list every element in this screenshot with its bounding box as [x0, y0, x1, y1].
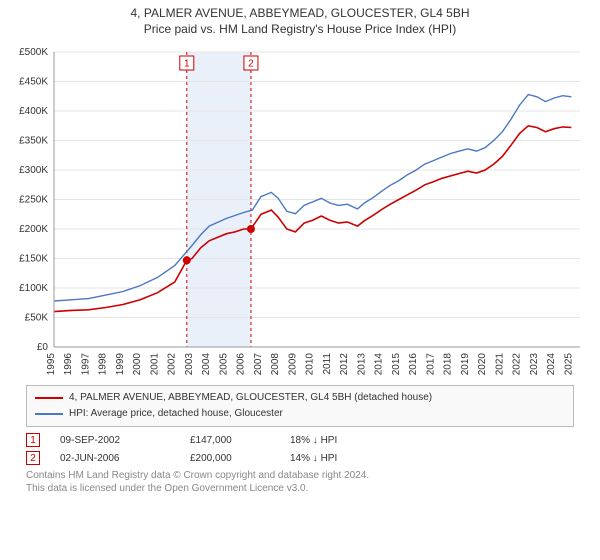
svg-text:1999: 1999	[115, 353, 126, 376]
event-marker-2: 2	[26, 451, 40, 465]
legend-label-property: 4, PALMER AVENUE, ABBEYMEAD, GLOUCESTER,…	[69, 390, 432, 406]
svg-text:2014: 2014	[374, 353, 385, 376]
svg-text:2: 2	[248, 59, 254, 70]
footer-attribution: Contains HM Land Registry data © Crown c…	[26, 469, 574, 495]
svg-text:2001: 2001	[149, 353, 160, 376]
svg-text:£350K: £350K	[19, 136, 48, 147]
event-date-2: 02-JUN-2006	[60, 453, 190, 464]
footer-line-2: This data is licensed under the Open Gov…	[26, 482, 574, 495]
svg-text:1997: 1997	[80, 353, 91, 376]
event-delta-1: 18% ↓ HPI	[290, 435, 390, 446]
svg-text:2003: 2003	[184, 353, 195, 376]
svg-text:2016: 2016	[408, 353, 419, 376]
legend-label-hpi: HPI: Average price, detached house, Glou…	[69, 406, 283, 422]
svg-text:2024: 2024	[546, 353, 557, 376]
event-delta-2: 14% ↓ HPI	[290, 453, 390, 464]
legend-swatch-hpi	[35, 413, 63, 415]
svg-text:2019: 2019	[460, 353, 471, 376]
chart-area: £0 £50K £100K £150K £200K £250K £300K £350K £400…	[10, 44, 590, 379]
svg-text:2004: 2004	[201, 353, 212, 376]
title-line-2: Price paid vs. HM Land Registry's House …	[0, 22, 600, 36]
svg-text:2005: 2005	[218, 353, 229, 376]
line-chart-svg: £0 £50K £100K £150K £200K £250K £300K £350K £400…	[10, 44, 590, 379]
svg-text:2013: 2013	[356, 353, 367, 376]
svg-text:2006: 2006	[236, 353, 247, 376]
svg-text:£500K: £500K	[19, 47, 48, 58]
chart-container: 4, PALMER AVENUE, ABBEYMEAD, GLOUCESTER,…	[0, 0, 600, 560]
svg-text:£200K: £200K	[19, 224, 48, 235]
svg-text:£100K: £100K	[19, 283, 48, 294]
svg-text:£400K: £400K	[19, 106, 48, 117]
svg-text:£50K: £50K	[25, 313, 49, 324]
svg-text:£250K: £250K	[19, 195, 48, 206]
legend-item-hpi: HPI: Average price, detached house, Glou…	[35, 406, 565, 422]
event-price-1: £147,000	[190, 435, 290, 446]
event-row-1: 1 09-SEP-2002 £147,000 18% ↓ HPI	[26, 433, 574, 447]
svg-text:2009: 2009	[287, 353, 298, 376]
event-price-2: £200,000	[190, 453, 290, 464]
svg-text:2025: 2025	[563, 353, 574, 376]
svg-text:2022: 2022	[512, 353, 523, 376]
svg-text:2015: 2015	[391, 353, 402, 376]
svg-text:2010: 2010	[305, 353, 316, 376]
svg-text:2002: 2002	[167, 353, 178, 376]
svg-text:2011: 2011	[322, 353, 333, 375]
svg-text:2020: 2020	[477, 353, 488, 376]
svg-text:£0: £0	[37, 342, 49, 353]
title-line-1: 4, PALMER AVENUE, ABBEYMEAD, GLOUCESTER,…	[0, 6, 600, 20]
svg-text:2023: 2023	[529, 353, 540, 376]
events-table: 1 09-SEP-2002 £147,000 18% ↓ HPI 2 02-JU…	[26, 433, 574, 465]
event-row-2: 2 02-JUN-2006 £200,000 14% ↓ HPI	[26, 451, 574, 465]
legend-item-property: 4, PALMER AVENUE, ABBEYMEAD, GLOUCESTER,…	[35, 390, 565, 406]
svg-text:2000: 2000	[132, 353, 143, 376]
svg-text:1998: 1998	[98, 353, 109, 376]
legend-box: 4, PALMER AVENUE, ABBEYMEAD, GLOUCESTER,…	[26, 385, 574, 427]
svg-text:2021: 2021	[494, 353, 505, 376]
event-marker-1: 1	[26, 433, 40, 447]
svg-text:1995: 1995	[46, 353, 57, 376]
legend-swatch-property	[35, 397, 63, 399]
footer-line-1: Contains HM Land Registry data © Crown c…	[26, 469, 574, 482]
svg-text:1996: 1996	[63, 353, 74, 376]
svg-text:2017: 2017	[425, 353, 436, 376]
svg-text:£150K: £150K	[19, 254, 48, 265]
svg-text:2007: 2007	[253, 353, 264, 376]
svg-text:1: 1	[184, 59, 190, 70]
svg-text:£300K: £300K	[19, 165, 48, 176]
svg-text:£450K: £450K	[19, 77, 48, 88]
svg-text:2008: 2008	[270, 353, 281, 376]
svg-text:2018: 2018	[443, 353, 454, 376]
event-date-1: 09-SEP-2002	[60, 435, 190, 446]
svg-text:2012: 2012	[339, 353, 350, 376]
title-block: 4, PALMER AVENUE, ABBEYMEAD, GLOUCESTER,…	[0, 0, 600, 36]
